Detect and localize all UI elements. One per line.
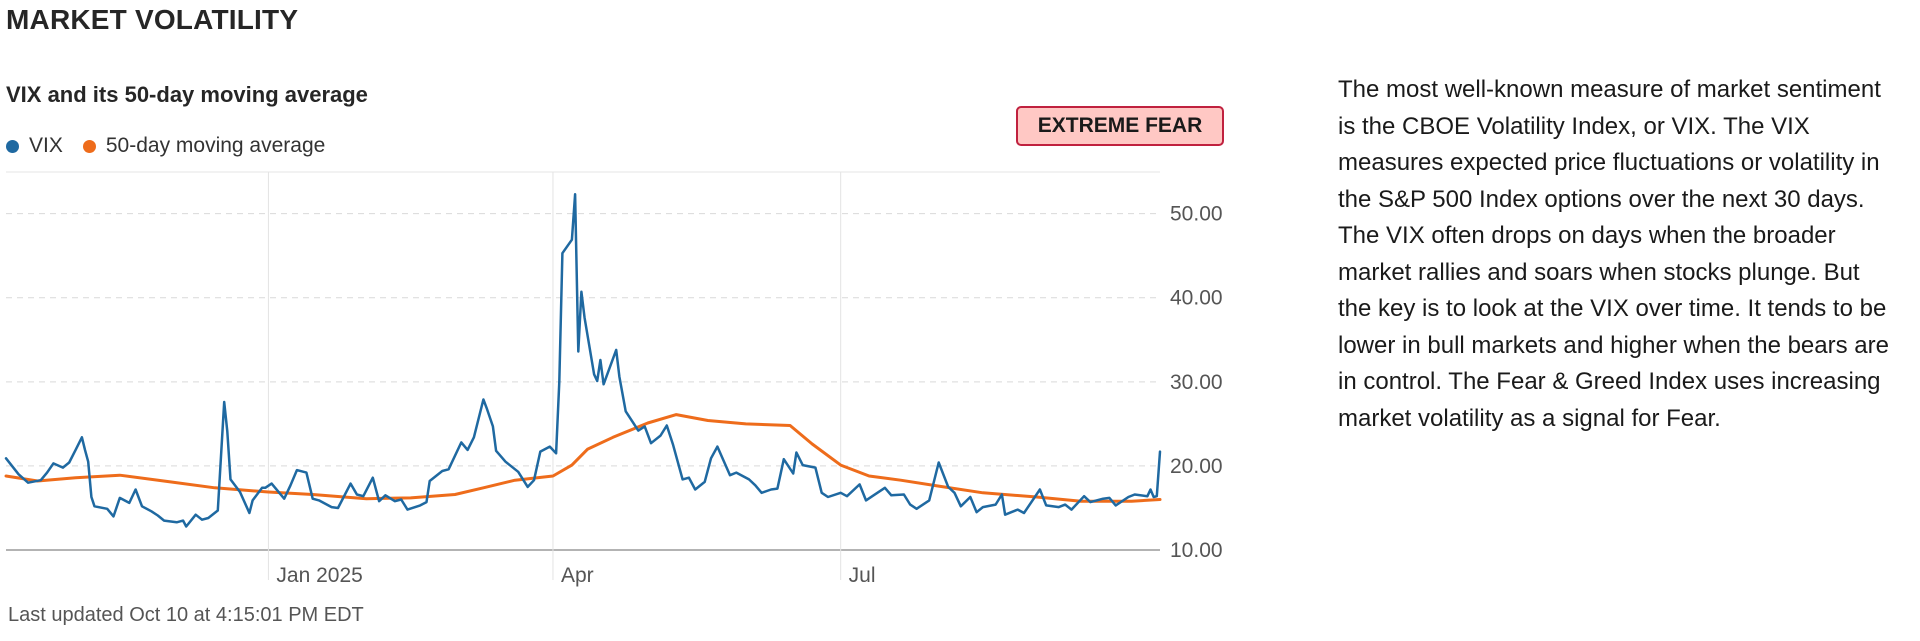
y-tick-label: 50.00 bbox=[1170, 203, 1223, 226]
legend-label-vix: VIX bbox=[29, 134, 63, 157]
y-tick-label: 30.00 bbox=[1170, 371, 1223, 394]
x-tick-label: Jan 2025 bbox=[276, 564, 362, 587]
chart-grid bbox=[6, 171, 1160, 580]
x-tick-label: Apr bbox=[561, 564, 594, 587]
vix-series bbox=[4, 193, 1162, 528]
legend-item-moving-average: 50-day moving average bbox=[82, 134, 326, 158]
y-tick-label: 40.00 bbox=[1170, 287, 1223, 310]
chart-title: VIX and its 50-day moving average bbox=[6, 82, 368, 107]
vix-legend-dot bbox=[6, 139, 19, 153]
sentiment-badge: EXTREME FEAR bbox=[1016, 106, 1224, 146]
moving-average-line bbox=[4, 413, 1162, 503]
y-tick-label: 20.00 bbox=[1170, 455, 1223, 478]
x-tick-label: Jul bbox=[849, 564, 876, 587]
y-axis-ticks: 10.00 20.00 30.00 40.00 50.00 bbox=[1170, 203, 1223, 562]
vix-line bbox=[4, 193, 1162, 528]
moving-average-series bbox=[4, 413, 1162, 503]
y-tick-label: 10.00 bbox=[1170, 539, 1223, 562]
legend-item-vix: VIX bbox=[6, 134, 63, 158]
volatility-chart: 10.00 20.00 30.00 40.00 50.00 Jan 2025 Apr Jul bbox=[4, 171, 1223, 587]
moving-average-legend-dot bbox=[82, 139, 96, 153]
x-axis-ticks: Jan 2025 Apr Jul bbox=[276, 564, 875, 587]
legend-label-moving-average: 50-day moving average bbox=[105, 134, 326, 157]
chart-legend: VIX 50-day moving average bbox=[6, 134, 325, 158]
description-text: The most well-known measure of market se… bbox=[1338, 76, 1889, 432]
section-title: MARKET VOLATILITY bbox=[6, 4, 299, 35]
last-updated: Last updated Oct 10 at 4:15:01 PM EDT bbox=[8, 604, 364, 626]
